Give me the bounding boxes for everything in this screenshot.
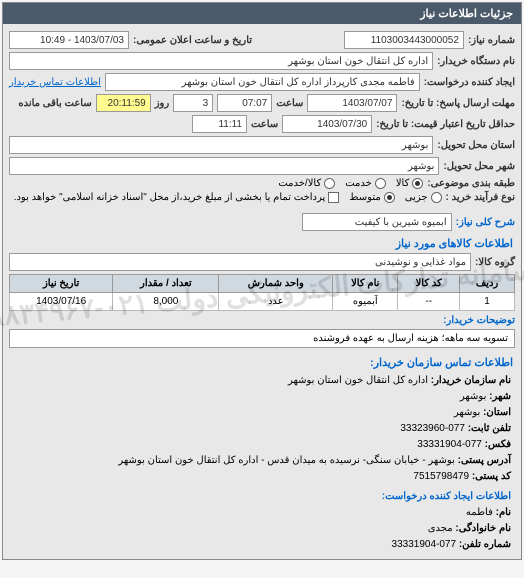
c-fax-label: فکس: bbox=[485, 439, 511, 450]
time-label-2: ساعت bbox=[251, 119, 278, 130]
c-postcode: 7515798479 bbox=[413, 471, 469, 482]
cell-unit: عدد bbox=[219, 293, 333, 311]
col-code: کد کالا bbox=[398, 275, 460, 293]
radio-motevaset[interactable]: متوسط bbox=[349, 192, 394, 203]
process-radio-group: جزیی متوسط پرداخت تمام یا بخشی از مبلغ خ… bbox=[14, 192, 442, 203]
radio-kalakhadmat[interactable]: کالا/خدمت bbox=[278, 178, 335, 189]
radio-kala[interactable]: کالا bbox=[396, 178, 424, 189]
radio-khadmat-label: خدمت bbox=[345, 178, 372, 189]
col-date: تاریخ نیاز bbox=[10, 275, 113, 293]
radio-jozi[interactable]: جزیی bbox=[405, 192, 442, 203]
radio-kala-label: کالا bbox=[396, 178, 410, 189]
c-tel-label: شماره تلفن: bbox=[459, 539, 511, 550]
col-qty: تعداد / مقدار bbox=[113, 275, 219, 293]
creator-label: ایجاد کننده درخواست: bbox=[424, 77, 515, 88]
price-validity-time: 11:11 bbox=[192, 115, 247, 133]
panel-title: جزئیات اطلاعات نیاز bbox=[3, 3, 521, 24]
c-province: بوشهر bbox=[454, 407, 480, 418]
c-city-label: شهر: bbox=[489, 391, 511, 402]
announce-label: تاریخ و ساعت اعلان عمومی: bbox=[133, 35, 252, 46]
city-value: بوشهر bbox=[9, 157, 439, 175]
subject-group-label: طبقه بندی موضوعی: bbox=[427, 178, 515, 189]
checkbox-asnad[interactable]: پرداخت تمام یا بخشی از مبلغ خرید،از محل … bbox=[14, 192, 340, 203]
summary-value: ابمیوه شیرین با کیفیت bbox=[302, 213, 452, 231]
buyer-desc-value: تسویه سه ماهه؛ هزینه ارسال به عهده فروشن… bbox=[9, 329, 515, 348]
remaining-suffix: ساعت باقی مانده bbox=[18, 98, 91, 109]
c-family: مجدی bbox=[428, 523, 453, 534]
cell-qty: 8,000 bbox=[113, 293, 219, 311]
cell-code: -- bbox=[398, 293, 460, 311]
deadline-date: 1403/07/07 bbox=[307, 94, 397, 112]
price-validity-date: 1403/07/30 bbox=[282, 115, 372, 133]
need-details-panel: جزئیات اطلاعات نیاز شماره نیاز: 11030034… bbox=[2, 2, 522, 560]
buyer-desc-label: توضیحات خریدار: bbox=[443, 315, 515, 326]
c-address-label: آدرس پستی: bbox=[458, 455, 511, 466]
process-label: نوع فرآیند خرید : bbox=[446, 192, 515, 203]
buyer-org-value: اداره کل انتقال خون استان بوشهر bbox=[9, 52, 433, 70]
c-org-label: نام سازمان خریدار: bbox=[431, 375, 511, 386]
province-label: استان محل تحویل: bbox=[437, 140, 515, 151]
c-address: بوشهر - خیابان سنگی- نرسیده به میدان قدس… bbox=[118, 455, 454, 466]
radio-motevaset-label: متوسط bbox=[349, 192, 380, 203]
c-province-label: استان: bbox=[483, 407, 511, 418]
c-name: فاطمه bbox=[466, 507, 493, 518]
province-value: بوشهر bbox=[9, 136, 433, 154]
table-row: 1 -- آبمیوه عدد 8,000 1403/07/16 bbox=[10, 293, 515, 311]
price-validity-label: حداقل تاریخ اعتبار قیمت: تا تاریخ: bbox=[376, 119, 515, 130]
c-org: اداره کل انتقال خون استان بوشهر bbox=[288, 375, 428, 386]
goods-section-title: اطلاعات کالاهای مورد نیاز bbox=[11, 237, 513, 250]
radio-kalakhadmat-label: کالا/خدمت bbox=[278, 178, 321, 189]
need-no-value: 1103003443000052 bbox=[344, 31, 464, 49]
radio-khadmat[interactable]: خدمت bbox=[345, 178, 386, 189]
c-city: بوشهر bbox=[460, 391, 486, 402]
days-label: روز bbox=[155, 98, 170, 109]
c-phone: 077-33323960 bbox=[400, 423, 465, 434]
days-value: 3 bbox=[173, 94, 213, 112]
proc-note: پرداخت تمام یا بخشی از مبلغ خرید،از محل … bbox=[14, 192, 326, 203]
contact-block: نام سازمان خریدار: اداره کل انتقال خون ا… bbox=[9, 371, 515, 555]
subject-radio-group: کالا خدمت کالا/خدمت bbox=[278, 178, 423, 189]
c-fax: 077-33331904 bbox=[417, 439, 482, 450]
c-tel: 077-33331904 bbox=[392, 539, 457, 550]
announce-value: 1403/07/03 - 10:49 bbox=[9, 31, 129, 49]
c-postcode-label: کد پستی: bbox=[472, 471, 511, 482]
remaining-time: 20:11:59 bbox=[96, 94, 151, 112]
contact-section-title: اطلاعات تماس سازمان خریدار: bbox=[11, 356, 513, 369]
c-req-creator-label: اطلاعات ایجاد کننده درخواست: bbox=[13, 489, 511, 505]
panel-body: شماره نیاز: 1103003443000052 تاریخ و ساع… bbox=[3, 24, 521, 559]
col-idx: ردیف bbox=[460, 275, 515, 293]
radio-jozi-label: جزیی bbox=[405, 192, 428, 203]
cell-name: آبمیوه bbox=[333, 293, 398, 311]
creator-value: فاطمه مجدی کارپرداز اداره کل انتقال خون … bbox=[105, 73, 420, 91]
table-header-row: ردیف کد کالا نام کالا واحد شمارش تعداد /… bbox=[10, 275, 515, 293]
deadline-time: 07:07 bbox=[217, 94, 272, 112]
time-label-1: ساعت bbox=[276, 98, 303, 109]
col-name: نام کالا bbox=[333, 275, 398, 293]
goods-group-label: گروه کالا: bbox=[475, 257, 515, 268]
c-family-label: نام خانوادگی: bbox=[455, 523, 511, 534]
goods-table: ردیف کد کالا نام کالا واحد شمارش تعداد /… bbox=[9, 274, 515, 311]
c-name-label: نام: bbox=[496, 507, 511, 518]
cell-date: 1403/07/16 bbox=[10, 293, 113, 311]
goods-group-value: مواد غذایی و نوشیدنی bbox=[9, 253, 471, 271]
city-label: شهر محل تحویل: bbox=[443, 161, 515, 172]
buyer-contact-link[interactable]: اطلاعات تماس خریدار bbox=[9, 77, 101, 88]
summary-label: شرح کلی نیاز: bbox=[456, 217, 515, 228]
cell-idx: 1 bbox=[460, 293, 515, 311]
col-unit: واحد شمارش bbox=[219, 275, 333, 293]
deadline-label: مهلت ارسال پاسخ: تا تاریخ: bbox=[401, 98, 515, 109]
c-phone-label: تلفن ثابت: bbox=[468, 423, 511, 434]
need-no-label: شماره نیاز: bbox=[468, 35, 515, 46]
buyer-org-label: نام دستگاه خریدار: bbox=[437, 56, 515, 67]
